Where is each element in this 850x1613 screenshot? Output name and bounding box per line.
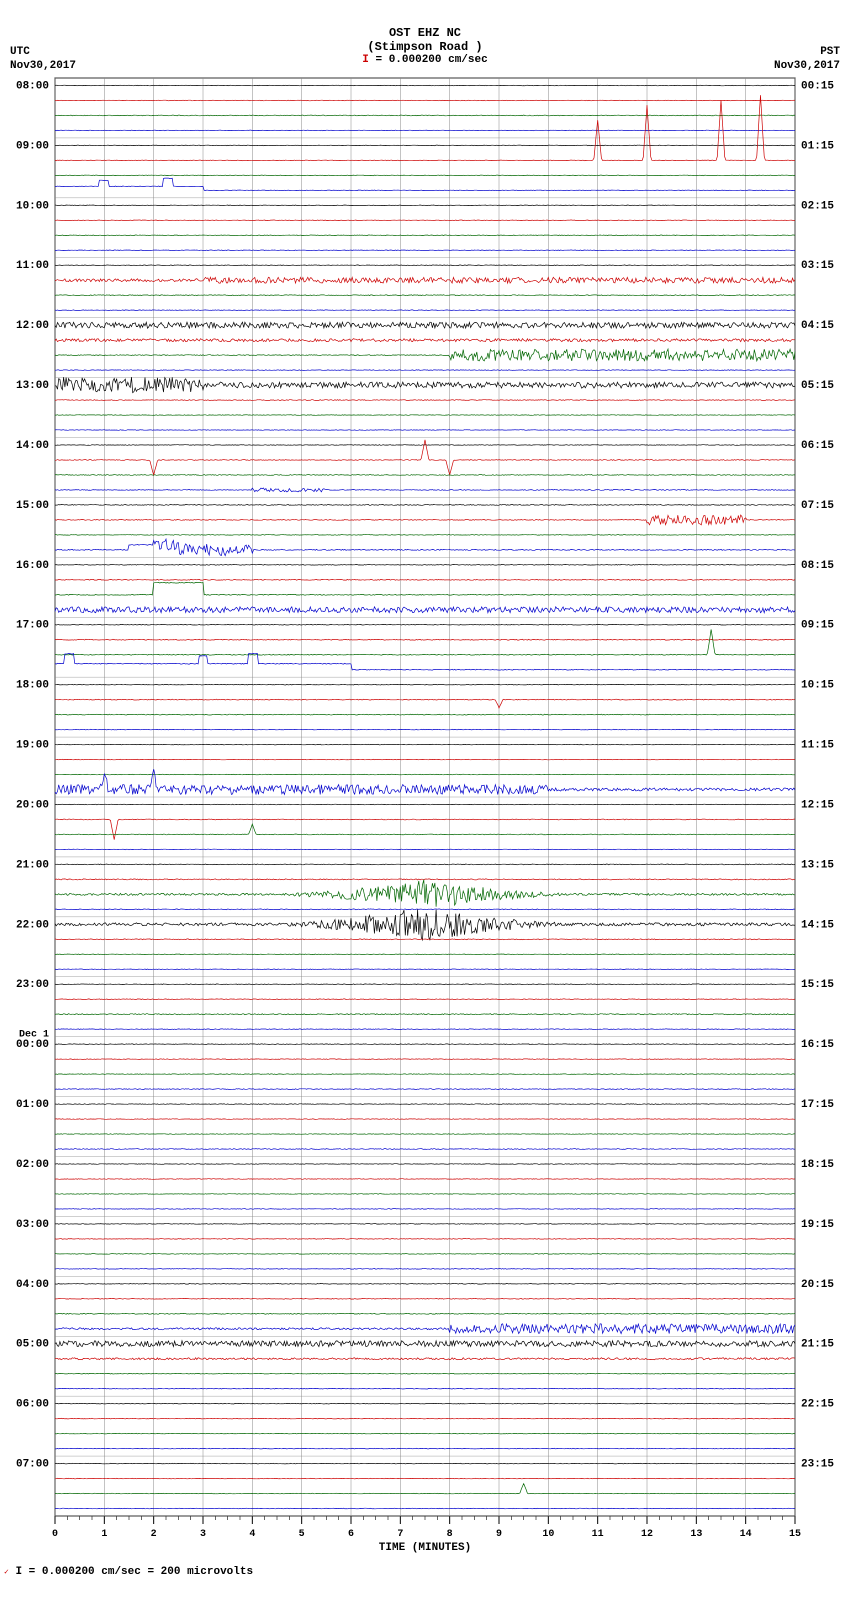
- svg-text:14: 14: [740, 1529, 752, 1540]
- svg-text:08:15: 08:15: [801, 560, 834, 572]
- svg-text:13:00: 13:00: [16, 380, 49, 392]
- svg-text:20:15: 20:15: [801, 1279, 834, 1291]
- svg-text:TIME (MINUTES): TIME (MINUTES): [379, 1542, 471, 1554]
- svg-text:08:00: 08:00: [16, 80, 49, 92]
- svg-text:00:15: 00:15: [801, 80, 834, 92]
- svg-text:4: 4: [249, 1529, 255, 1540]
- svg-text:5: 5: [299, 1529, 305, 1540]
- svg-text:22:15: 22:15: [801, 1399, 834, 1411]
- svg-text:05:15: 05:15: [801, 380, 834, 392]
- svg-text:12:00: 12:00: [16, 320, 49, 332]
- tz-right-label: PST: [820, 46, 840, 58]
- svg-text:13: 13: [690, 1529, 702, 1540]
- svg-text:21:15: 21:15: [801, 1339, 834, 1351]
- svg-text:09:15: 09:15: [801, 620, 834, 632]
- svg-text:02:00: 02:00: [16, 1159, 49, 1171]
- svg-text:00:00: 00:00: [16, 1039, 49, 1051]
- svg-text:22:00: 22:00: [16, 919, 49, 931]
- svg-text:15: 15: [789, 1529, 801, 1540]
- svg-text:19:15: 19:15: [801, 1219, 834, 1231]
- station-title: OST EHZ NC: [0, 0, 850, 40]
- svg-text:18:00: 18:00: [16, 680, 49, 692]
- svg-text:16:15: 16:15: [801, 1039, 834, 1051]
- helicorder-svg: 0123456789101112131415TIME (MINUTES)08:0…: [0, 72, 850, 1562]
- svg-text:11:00: 11:00: [16, 260, 49, 272]
- svg-text:05:00: 05:00: [16, 1339, 49, 1351]
- svg-text:01:00: 01:00: [16, 1099, 49, 1111]
- svg-text:9: 9: [496, 1529, 502, 1540]
- svg-text:14:00: 14:00: [16, 440, 49, 452]
- svg-text:06:15: 06:15: [801, 440, 834, 452]
- location-title: (Stimpson Road ): [0, 40, 850, 54]
- svg-text:1: 1: [101, 1529, 107, 1540]
- date-right-label: Nov30,2017: [774, 60, 840, 72]
- svg-text:01:15: 01:15: [801, 140, 834, 152]
- svg-text:04:15: 04:15: [801, 320, 834, 332]
- svg-text:04:00: 04:00: [16, 1279, 49, 1291]
- svg-text:07:15: 07:15: [801, 500, 834, 512]
- helicorder-plot: 0123456789101112131415TIME (MINUTES)08:0…: [0, 72, 850, 1562]
- svg-text:02:15: 02:15: [801, 200, 834, 212]
- svg-text:15:15: 15:15: [801, 979, 834, 991]
- svg-text:6: 6: [348, 1529, 354, 1540]
- svg-text:23:00: 23:00: [16, 979, 49, 991]
- tz-left-label: UTC: [10, 46, 30, 58]
- svg-text:7: 7: [397, 1529, 403, 1540]
- svg-text:17:15: 17:15: [801, 1099, 834, 1111]
- svg-text:23:15: 23:15: [801, 1459, 834, 1471]
- svg-text:10: 10: [542, 1529, 554, 1540]
- svg-text:2: 2: [151, 1529, 157, 1540]
- svg-text:0: 0: [52, 1529, 58, 1540]
- svg-text:18:15: 18:15: [801, 1159, 834, 1171]
- svg-text:11: 11: [592, 1529, 604, 1540]
- svg-text:10:00: 10:00: [16, 200, 49, 212]
- svg-text:19:00: 19:00: [16, 740, 49, 752]
- svg-text:3: 3: [200, 1529, 206, 1540]
- svg-text:12:15: 12:15: [801, 799, 834, 811]
- svg-text:21:00: 21:00: [16, 859, 49, 871]
- svg-text:8: 8: [447, 1529, 453, 1540]
- svg-text:15:00: 15:00: [16, 500, 49, 512]
- svg-text:13:15: 13:15: [801, 859, 834, 871]
- svg-text:16:00: 16:00: [16, 560, 49, 572]
- svg-text:07:00: 07:00: [16, 1459, 49, 1471]
- svg-text:11:15: 11:15: [801, 740, 834, 752]
- scale-legend: I = 0.000200 cm/sec: [0, 54, 850, 70]
- svg-text:10:15: 10:15: [801, 680, 834, 692]
- footer-scale: ✓ I = 0.000200 cm/sec = 200 microvolts: [0, 1562, 850, 1586]
- svg-text:09:00: 09:00: [16, 140, 49, 152]
- svg-text:14:15: 14:15: [801, 919, 834, 931]
- svg-text:06:00: 06:00: [16, 1399, 49, 1411]
- svg-text:12: 12: [641, 1529, 653, 1540]
- svg-text:03:15: 03:15: [801, 260, 834, 272]
- svg-text:20:00: 20:00: [16, 799, 49, 811]
- svg-text:17:00: 17:00: [16, 620, 49, 632]
- svg-text:03:00: 03:00: [16, 1219, 49, 1231]
- date-left-label: Nov30,2017: [10, 60, 76, 72]
